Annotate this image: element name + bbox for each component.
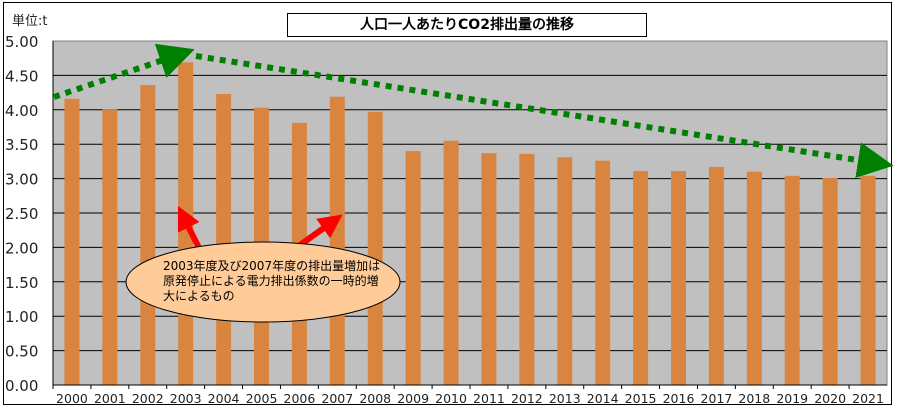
bar-2018 xyxy=(746,171,762,385)
annotation-text: 2003年度及び2007年度の排出量増加は原発停止による電力排出係数の一時的増大… xyxy=(163,259,381,303)
x-tick-label: 2014 xyxy=(587,391,619,406)
bar-2015 xyxy=(633,171,649,385)
bar-2011 xyxy=(481,153,497,385)
x-tick-label: 2004 xyxy=(208,391,240,406)
bar-2010 xyxy=(443,140,459,385)
y-tick-label: 0.50 xyxy=(5,343,38,361)
x-tick-label: 2006 xyxy=(284,391,316,406)
bar-2012 xyxy=(519,153,535,385)
y-tick-label: 0.00 xyxy=(5,377,38,395)
bar-2019 xyxy=(784,175,800,385)
x-tick-label: 2007 xyxy=(321,391,353,406)
bar-2002 xyxy=(140,85,156,386)
x-tick-label: 2016 xyxy=(663,391,695,406)
bar-2016 xyxy=(671,171,686,385)
y-tick-label: 3.50 xyxy=(5,136,38,154)
bar-2021 xyxy=(860,175,876,385)
x-tick-label: 2021 xyxy=(852,391,884,406)
bar-2001 xyxy=(102,109,118,385)
x-tick-label: 2008 xyxy=(359,391,391,406)
bar-2013 xyxy=(557,157,573,385)
bar-2000 xyxy=(64,98,80,386)
y-tick-label: 1.00 xyxy=(5,308,38,326)
x-tick-label: 2018 xyxy=(738,391,770,406)
y-tick-label: 2.50 xyxy=(5,205,38,223)
bar-2020 xyxy=(822,177,838,385)
x-tick-label: 2017 xyxy=(701,391,733,406)
y-tick-label: 3.00 xyxy=(5,171,38,189)
unit-label: 単位:t xyxy=(12,14,48,29)
x-tick-label: 2011 xyxy=(473,391,505,406)
x-tick-label: 2019 xyxy=(776,391,808,406)
chart-title: 人口一人あたりCO2排出量の推移 xyxy=(287,13,647,37)
y-tick-label: 4.00 xyxy=(5,102,38,120)
trend-arrow-down xyxy=(195,53,894,178)
y-tick-label: 1.50 xyxy=(5,274,38,292)
highlight-arrow-2003 xyxy=(177,205,202,250)
x-tick-label: 2015 xyxy=(625,391,657,406)
chart-frame xyxy=(3,2,892,405)
bar-2004 xyxy=(216,93,232,385)
x-tick-label: 2005 xyxy=(246,391,278,406)
x-tick-label: 2001 xyxy=(94,391,126,406)
bar-2014 xyxy=(595,160,611,385)
annotation-bubble xyxy=(125,241,401,323)
x-tick-label: 2000 xyxy=(56,391,88,406)
x-tick-label: 2012 xyxy=(511,391,543,406)
y-tick-label: 2.00 xyxy=(5,239,38,257)
bar-2008 xyxy=(367,111,383,385)
y-tick-label: 4.50 xyxy=(5,67,38,85)
x-tick-label: 2002 xyxy=(132,391,164,406)
highlight-arrow-2007 xyxy=(298,214,343,248)
x-tick-label: 2009 xyxy=(397,391,429,406)
bar-2007 xyxy=(329,96,345,385)
x-tick-label: 2003 xyxy=(170,391,202,406)
y-tick-label: 5.00 xyxy=(5,33,38,51)
x-tick-label: 2020 xyxy=(814,391,846,406)
bar-2009 xyxy=(405,151,421,385)
x-tick-label: 2013 xyxy=(549,391,581,406)
bar-2017 xyxy=(708,166,724,385)
x-tick-label: 2010 xyxy=(435,391,467,406)
trend-arrow-up xyxy=(53,43,195,100)
